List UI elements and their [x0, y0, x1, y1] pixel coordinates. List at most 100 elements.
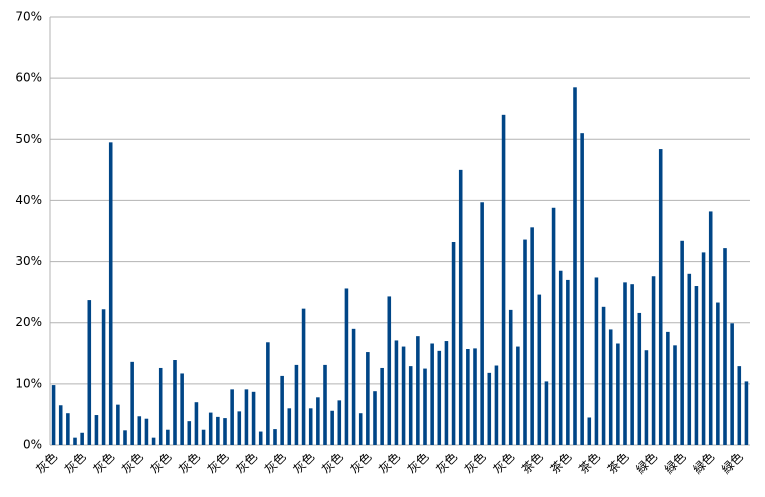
x-tick-label: 茶色 — [575, 449, 603, 477]
bar — [637, 312, 642, 445]
x-tick-label: 灰色 — [90, 450, 117, 477]
bar — [616, 343, 620, 445]
x-tick-label: 緑色 — [633, 449, 661, 477]
bar — [287, 408, 292, 445]
bar — [401, 346, 406, 445]
bar — [194, 402, 199, 445]
bar — [187, 421, 192, 445]
bar — [708, 211, 713, 445]
bar — [587, 417, 592, 445]
bar — [716, 302, 720, 445]
x-tick-label: 灰色 — [462, 450, 489, 477]
bar — [466, 349, 470, 445]
bar — [216, 416, 220, 445]
bar — [551, 207, 556, 445]
x-tick-label: 緑色 — [718, 449, 746, 477]
bar — [694, 286, 699, 445]
bar — [180, 373, 184, 445]
x-tick-label: 灰色 — [119, 450, 146, 477]
bar — [444, 341, 449, 445]
bar — [223, 418, 227, 445]
x-tick-label: 灰色 — [205, 450, 232, 477]
bar — [558, 270, 563, 445]
bar — [658, 149, 663, 445]
x-tick-label: 茶色 — [547, 449, 575, 477]
x-tick-label: 灰色 — [490, 450, 517, 477]
x-tick-label: 灰色 — [290, 450, 317, 477]
x-tick-label: 緑色 — [690, 449, 718, 477]
x-tick-label: 灰色 — [262, 450, 289, 477]
bar — [430, 343, 434, 445]
x-tick-label: 灰色 — [405, 450, 432, 477]
y-tick-label: 40% — [15, 193, 42, 207]
bar — [108, 142, 113, 446]
bar — [744, 381, 749, 445]
bar — [51, 385, 56, 445]
x-tick-label: 灰色 — [348, 450, 375, 477]
y-tick-label: 50% — [15, 132, 42, 146]
bar — [251, 391, 256, 445]
y-tick-label: 0% — [23, 438, 42, 452]
bar — [323, 364, 327, 445]
bar — [523, 239, 527, 445]
bar — [87, 300, 92, 445]
bar — [201, 429, 206, 445]
y-tick-label: 10% — [15, 376, 42, 390]
bar — [266, 342, 270, 445]
bar — [394, 340, 399, 445]
x-tick-label: 灰色 — [176, 450, 203, 477]
x-tick-label: 茶色 — [518, 449, 546, 477]
y-tick-label: 20% — [15, 315, 42, 329]
bar — [516, 346, 520, 445]
bar — [258, 431, 263, 445]
bar — [673, 345, 677, 445]
bar — [601, 306, 606, 445]
x-tick-label: 灰色 — [233, 450, 260, 477]
bar — [137, 416, 142, 445]
bar — [101, 309, 106, 445]
bar — [366, 352, 370, 445]
bar — [237, 411, 242, 445]
bar — [566, 279, 570, 445]
bar — [630, 284, 634, 445]
bar — [544, 381, 549, 445]
bar — [144, 418, 149, 445]
bar — [594, 277, 599, 445]
bar — [730, 323, 734, 445]
bar — [130, 361, 134, 445]
x-tick-label: 灰色 — [376, 450, 403, 477]
bar — [301, 308, 306, 445]
bar — [330, 410, 334, 445]
bar — [644, 350, 649, 445]
bar — [66, 413, 70, 445]
bar — [737, 366, 742, 445]
bar — [651, 276, 656, 445]
bar — [294, 364, 299, 445]
bar — [701, 252, 706, 445]
bar — [151, 437, 156, 445]
x-tick-label: 緑色 — [661, 449, 689, 477]
x-tick-label: 灰色 — [433, 450, 460, 477]
bar — [58, 405, 63, 445]
bar — [623, 282, 627, 445]
bar — [373, 391, 377, 445]
bar — [580, 133, 584, 445]
y-tick-label: 60% — [15, 71, 42, 85]
bar — [244, 389, 249, 445]
x-tick-label: 灰色 — [62, 450, 89, 477]
bar — [680, 240, 684, 445]
y-tick-label: 30% — [15, 254, 42, 268]
bar — [158, 367, 163, 445]
bar — [666, 331, 670, 445]
bar — [423, 368, 427, 445]
bar — [687, 273, 692, 445]
x-tick-label: 茶色 — [604, 449, 632, 477]
bar — [501, 114, 506, 445]
bar — [337, 400, 342, 445]
bar — [416, 336, 420, 445]
bar — [273, 429, 277, 445]
bar — [173, 360, 177, 445]
bar — [123, 430, 127, 445]
x-tick-label: 灰色 — [319, 450, 346, 477]
